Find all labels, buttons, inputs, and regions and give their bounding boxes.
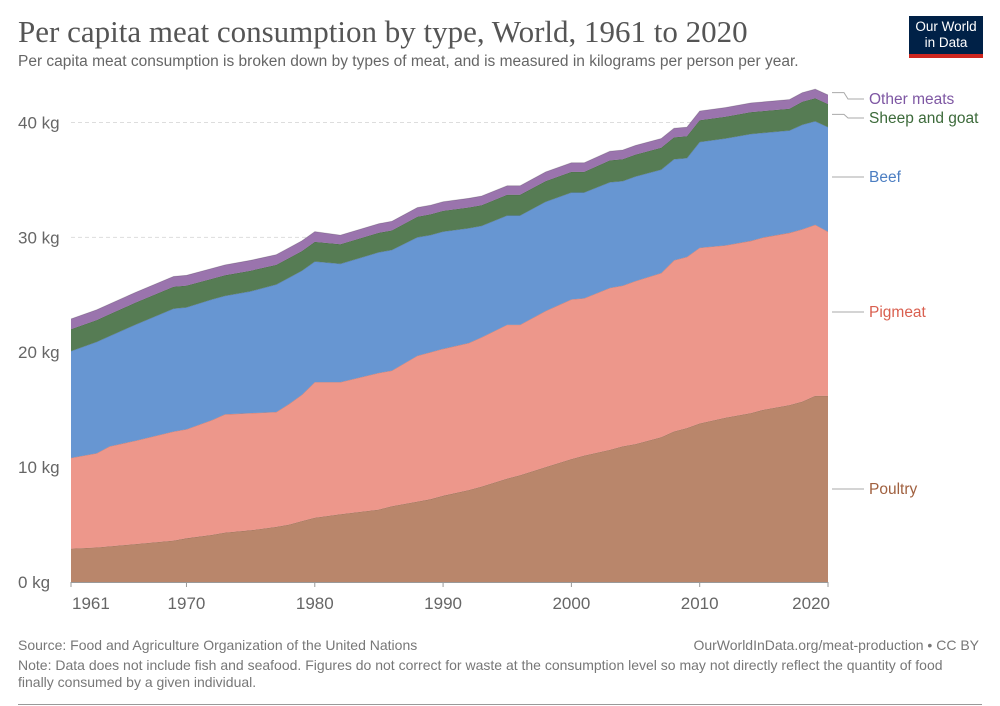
area-pigmeat [71, 224, 828, 549]
x-tick-label-1990: 1990 [424, 594, 462, 613]
source-note: Source: Food and Agriculture Organizatio… [18, 637, 418, 653]
legend-label-pigmeat: Pigmeat [869, 304, 927, 321]
x-tick-label-2000: 2000 [552, 594, 590, 613]
y-tick-label-20-kg: 20 kg [18, 343, 60, 362]
area-poultry [71, 395, 828, 582]
chart-title: Per capita meat consumption by type, Wor… [18, 14, 748, 49]
x-axis: 1961 1970 1980 1990 2000 2010 2020 [70, 582, 830, 613]
y-tick-label-40-kg: 40 kg [18, 113, 60, 132]
area-series [70, 88, 829, 582]
y-tick-label-30-kg: 30 kg [18, 228, 60, 247]
legend-label-sheep-and-goat: Sheep and goat [869, 110, 979, 127]
x-tick-label-1961: 1961 [72, 594, 110, 613]
legend-label-other-meats: Other meats [869, 91, 955, 108]
stacked-area-chart[interactable]: 1961 1970 1980 1990 2000 2010 2020 0 kg 10 kg 20… [0, 0, 1000, 630]
area-sheep-and-goat [71, 98, 828, 352]
logo-line-2: in Data [924, 35, 968, 50]
x-tick-label-2010: 2010 [681, 594, 719, 613]
chart-subtitle: Per capita meat consumption is broken do… [18, 53, 799, 70]
x-tick-label-1980: 1980 [296, 594, 334, 613]
area-beef [71, 121, 828, 458]
area-edge-other-meats [70, 88, 829, 320]
x-tick-label-1970: 1970 [168, 594, 206, 613]
bottom-rule [18, 704, 982, 705]
y-axis: 0 kg 10 kg 20 kg 30 kg 40 kg [18, 113, 60, 592]
legend-label-beef: Beef [869, 169, 902, 186]
legend-leader-sheep-and-goat [832, 113, 864, 119]
y-tick-label-10-kg: 10 kg [18, 458, 60, 477]
legend-leader-other-meats [832, 92, 864, 100]
data-note: Note: Data does not include fish and sea… [18, 657, 943, 690]
legend: Other meats Sheep and goat Beef Pigmeat Poul… [832, 91, 979, 498]
area-other-meats [71, 89, 828, 330]
legend-label-poultry: Poultry [869, 481, 917, 498]
y-tick-label-0-kg: 0 kg [18, 573, 50, 592]
credit-link[interactable]: OurWorldInData.org/meat-production • CC … [693, 637, 979, 653]
logo-line-1: Our World [915, 19, 977, 34]
x-tick-label-2020: 2020 [792, 594, 830, 613]
logo-stripe [909, 54, 983, 58]
owid-logo[interactable]: Our World in Data [909, 16, 983, 58]
